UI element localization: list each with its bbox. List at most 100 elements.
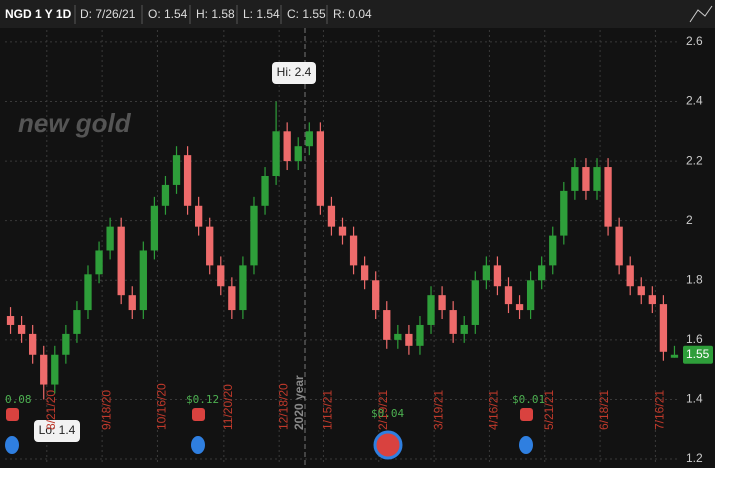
candle-body [482, 265, 491, 281]
candle-body [29, 333, 37, 355]
candle-body [84, 274, 92, 311]
candle-body [593, 167, 601, 191]
dividend-label: 0.08 [5, 393, 32, 406]
candle-body [349, 235, 358, 266]
candle-body [383, 310, 391, 340]
candle-body [615, 226, 623, 266]
earnings-icon[interactable] [191, 436, 205, 454]
candle-body [471, 280, 479, 325]
candle-body [560, 190, 568, 236]
candle-body [394, 333, 402, 340]
events: 0.08 $0.12 $0.04 $0.01 [5, 393, 545, 460]
watermark: new gold [18, 108, 132, 138]
candle-body [670, 354, 679, 358]
header-open: O: 1.54 [148, 7, 188, 21]
x-tick-label: 11/20/20 [221, 384, 235, 430]
candle-body [316, 131, 325, 206]
candle-body [327, 205, 336, 227]
candle-body [106, 226, 114, 251]
candle-body [637, 286, 645, 296]
candle-body [493, 265, 502, 287]
header-close: C: 1.55 [287, 7, 326, 21]
year-label: 2020 year [292, 375, 306, 430]
x-tick-label: 7/16/21 [653, 390, 667, 430]
candle-body [128, 295, 136, 311]
last-price-label: 1.55 [686, 347, 710, 361]
candle-body [194, 205, 203, 227]
x-tick-label: 6/18/21 [597, 390, 611, 430]
lo-callout [34, 420, 80, 442]
candle-body [538, 265, 546, 281]
hi-callout [272, 62, 316, 84]
candle-body [460, 324, 468, 334]
symbol-title: NGD 1 Y 1D [5, 7, 72, 21]
x-tick-label: 2/19/21 [376, 390, 390, 430]
candle-body [261, 175, 269, 206]
candle-body [250, 205, 258, 266]
earnings-icon[interactable] [519, 436, 533, 454]
candle-body [183, 155, 192, 206]
candle-body [504, 286, 513, 305]
x-tick-label: 12/18/20 [276, 383, 290, 430]
candle-body [139, 250, 147, 311]
candle-body [515, 304, 524, 311]
y-tick-label: 2 [686, 213, 693, 227]
x-tick-label: 4/16/21 [487, 390, 501, 430]
candle-body [117, 226, 125, 296]
dividend-label: $0.12 [186, 393, 219, 406]
dividend-icon[interactable] [520, 408, 533, 421]
candle-body [73, 310, 81, 334]
y-tick-label: 2.2 [686, 153, 703, 167]
hi-label: Hi: 2.4 [277, 65, 312, 79]
candle-body [239, 265, 247, 311]
style-icon[interactable] [689, 5, 713, 23]
header-date: D: 7/26/21 [80, 7, 136, 21]
dividend-label: $0.01 [512, 393, 545, 406]
candle-body [228, 286, 236, 311]
candle-body [283, 131, 291, 162]
candle-body [272, 131, 280, 176]
candle-body [571, 167, 579, 191]
event-icon[interactable] [373, 430, 403, 460]
candle-body [161, 184, 170, 206]
candle-body [405, 333, 413, 346]
lo-label: Lo: 1.4 [39, 423, 76, 437]
dividend-icon[interactable] [6, 408, 19, 421]
candle-body [172, 155, 181, 185]
dividend-icon[interactable] [192, 408, 205, 421]
y-tick-label: 1.8 [686, 272, 703, 286]
candle-body [582, 167, 590, 191]
dividend-label: $0.04 [371, 407, 404, 420]
candle-body [360, 265, 369, 281]
candle-body [40, 354, 48, 385]
y-tick-label: 1.6 [686, 332, 703, 346]
candle-body [604, 167, 612, 227]
y-tick-label: 1.4 [686, 392, 703, 406]
candle-body [659, 304, 668, 352]
candle-body [438, 295, 446, 311]
candle-body [416, 324, 424, 346]
header-separators [74, 5, 328, 24]
candle-body [294, 146, 302, 162]
candle-body [427, 295, 435, 325]
candle-body [62, 333, 70, 355]
y-tick-label: 2.4 [686, 94, 703, 108]
earnings-icon[interactable] [5, 436, 19, 454]
candle-body [51, 354, 59, 385]
x-tick-label: 1/15/21 [321, 390, 335, 430]
candle-body [626, 265, 634, 287]
x-tick-label: 9/18/20 [99, 390, 113, 430]
candle-body [549, 235, 557, 266]
header-bar [0, 0, 715, 28]
x-tick-label: 5/21/21 [542, 390, 556, 430]
candle-body [526, 280, 535, 311]
candle-body [305, 131, 313, 147]
header-high: H: 1.58 [196, 7, 235, 21]
candle-body [206, 226, 214, 266]
last-price-tag [683, 345, 713, 364]
x-tick-label: 3/19/21 [431, 390, 445, 430]
candle-body [217, 265, 225, 287]
y-tick-label: 2.6 [686, 34, 703, 48]
candle-body [6, 316, 15, 325]
